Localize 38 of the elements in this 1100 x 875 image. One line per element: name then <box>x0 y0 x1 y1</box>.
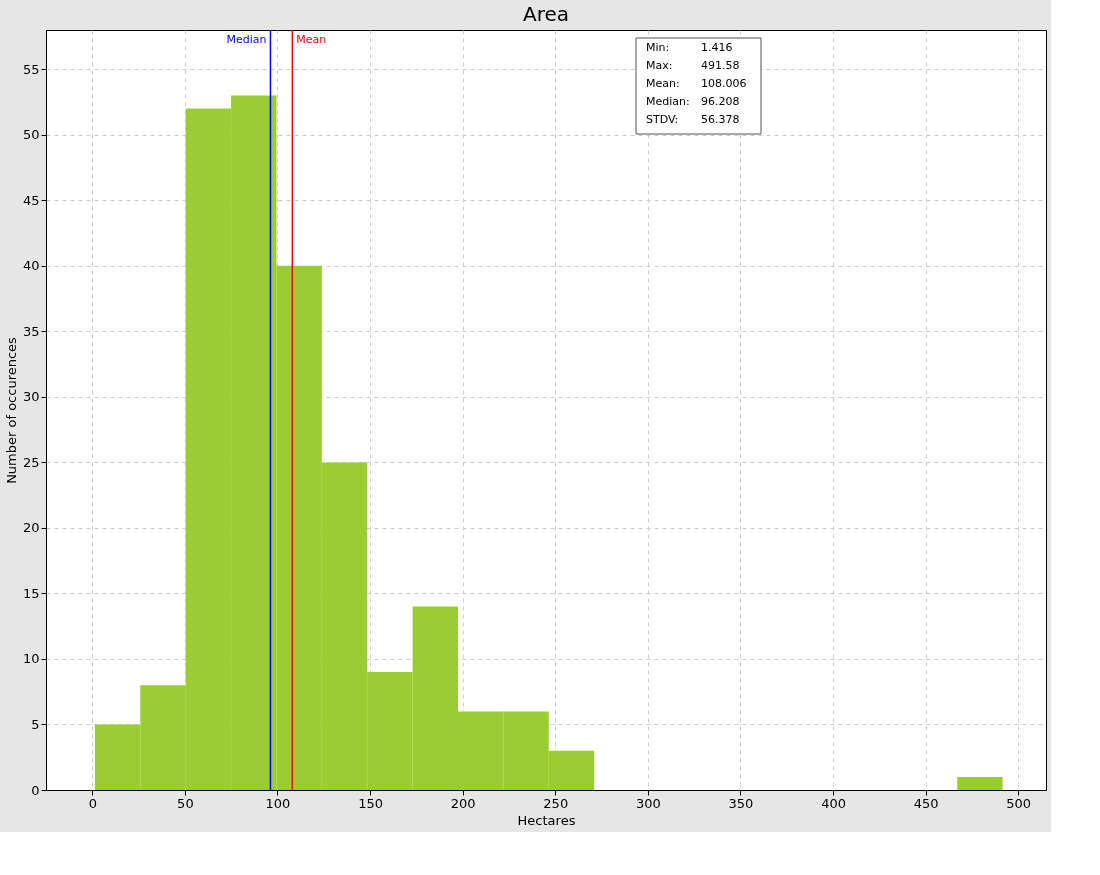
y-tick-label: 20 <box>22 520 40 536</box>
x-tick-label: 350 <box>728 795 754 811</box>
y-tick-label: 40 <box>22 258 40 274</box>
y-tick-label: 0 <box>31 782 40 798</box>
y-tick-label: 50 <box>22 127 40 143</box>
x-tick-label: 400 <box>821 795 846 811</box>
y-tick-label: 35 <box>22 323 40 339</box>
text: 96.208 <box>701 95 740 108</box>
text: 491.58 <box>701 59 740 72</box>
x-axis-title: Hectares <box>517 812 576 828</box>
text: 108.006 <box>701 77 747 90</box>
text: 56.378 <box>701 113 740 126</box>
ref-line-label: Median <box>226 33 267 46</box>
y-tick-label: 15 <box>22 585 40 601</box>
y-tick-label: 30 <box>22 389 40 405</box>
x-tick-label: 150 <box>358 795 383 811</box>
text: STDV: <box>646 113 679 126</box>
x-tick-label: 450 <box>913 795 939 811</box>
x-tick-label: 50 <box>177 795 194 811</box>
x-tick-label: 500 <box>1006 795 1032 811</box>
x-tick-label: 0 <box>88 795 97 811</box>
chart-title: Area <box>522 2 570 27</box>
ref-line-label: Mean <box>296 33 327 46</box>
x-tick-label: 200 <box>450 795 476 811</box>
x-tick-label: 250 <box>543 795 569 811</box>
text: Max: <box>646 59 673 72</box>
y-tick-label: 45 <box>22 192 40 208</box>
y-axis-title: Number of occurences <box>3 336 19 484</box>
text: Min: <box>646 41 670 54</box>
y-tick-label: 55 <box>22 61 40 77</box>
text: 1.416 <box>701 41 733 54</box>
text: Mean: <box>646 77 680 90</box>
x-tick-label: 100 <box>265 795 291 811</box>
y-tick-label: 5 <box>31 716 40 732</box>
text: Median: <box>646 95 690 108</box>
y-tick-label: 25 <box>22 454 40 470</box>
y-tick-label: 10 <box>22 651 40 667</box>
x-tick-label: 300 <box>635 795 661 811</box>
